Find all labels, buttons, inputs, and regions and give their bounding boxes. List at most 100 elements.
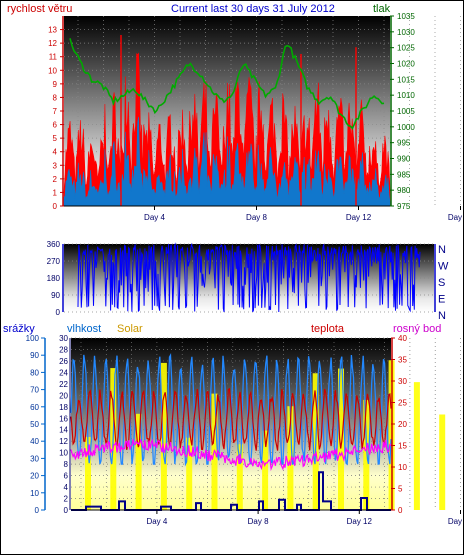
temperature-tick-label: 5 <box>398 485 403 494</box>
humidity-tick-label: 26 <box>59 357 68 366</box>
rain-tick-label: 50 <box>30 420 39 429</box>
rain-tick-label: 40 <box>30 437 39 446</box>
y2-tick-label: 1005 <box>397 107 415 116</box>
pressure-label: tlak <box>373 3 391 15</box>
rain-tick-label: 10 <box>30 489 39 498</box>
solar-bar <box>85 437 91 510</box>
solar-bar <box>236 444 243 510</box>
rain-tick-label: 0 <box>35 506 40 515</box>
humidity-tick-label: 12 <box>59 437 68 446</box>
rain-tick-label: 30 <box>30 454 39 463</box>
solar-bar <box>287 406 294 510</box>
y2-tick-label: 1025 <box>397 44 415 53</box>
y2-tick-label: 980 <box>397 186 411 195</box>
y-tick-label: 3 <box>53 161 58 170</box>
x-tick-label: Day 12 <box>346 213 372 222</box>
panel1-axes: 0123456789101112139759809859909951000100… <box>48 12 464 222</box>
y-tick-label: 90 <box>51 291 60 300</box>
pressure-series <box>69 38 385 130</box>
y2-tick-label: 1010 <box>397 91 415 100</box>
direction-label: E <box>438 294 445 306</box>
x-tick-label: Day 8 <box>246 213 267 222</box>
y-tick-label: 2 <box>53 175 58 184</box>
humidity-tick-label: 0 <box>64 506 69 515</box>
y-tick-label: 180 <box>47 274 61 283</box>
y2-tick-label: 1020 <box>397 60 415 69</box>
solar-label: Solar <box>117 323 143 335</box>
rain-label: srážky <box>3 323 35 335</box>
humidity-tick-label: 4 <box>64 483 69 492</box>
temperature-tick-label: 15 <box>398 442 407 451</box>
panel2-data <box>77 242 421 313</box>
temperature-tick-label: 25 <box>398 399 407 408</box>
rain-series <box>71 471 391 511</box>
wind-average-series <box>63 116 391 207</box>
humidity-tick-label: 30 <box>59 334 68 343</box>
rain-tick-label: 90 <box>30 351 39 360</box>
y2-tick-label: 1030 <box>397 28 415 37</box>
temperature-label: teplota <box>311 323 345 335</box>
humidity-tick-label: 10 <box>59 449 68 458</box>
x-tick-label: Day 12 <box>347 517 373 526</box>
x-tick-label: Day 16 <box>448 213 463 222</box>
chart-title: Current last 30 days 31 July 2012 <box>171 3 335 15</box>
direction-label: W <box>438 261 449 273</box>
temperature-tick-label: 20 <box>398 420 407 429</box>
panel1-data <box>63 35 391 207</box>
direction-label: N <box>438 310 446 322</box>
y-tick-label: 8 <box>53 93 58 102</box>
y-tick-label: 4 <box>53 148 58 157</box>
humidity-tick-label: 20 <box>59 391 68 400</box>
humidity-tick-label: 6 <box>64 472 69 481</box>
humidity-tick-label: 2 <box>64 495 69 504</box>
humidity-tick-label: 22 <box>59 380 68 389</box>
y-tick-label: 5 <box>53 134 58 143</box>
y-tick-label: 6 <box>53 121 58 130</box>
temperature-tick-label: 10 <box>398 463 407 472</box>
x-tick-label: Day 4 <box>144 213 165 222</box>
y-tick-label: 13 <box>48 26 57 35</box>
direction-label: S <box>438 277 445 289</box>
x-tick-label: Day 8 <box>248 517 269 526</box>
humidity-tick-label: 18 <box>59 403 68 412</box>
solar-bar <box>413 382 420 510</box>
y-tick-label: 10 <box>48 66 57 75</box>
rain-tick-label: 100 <box>26 334 40 343</box>
humidity-tick-label: 24 <box>59 368 68 377</box>
solar-bar <box>186 437 193 510</box>
y2-tick-label: 1000 <box>397 123 415 132</box>
humidity-tick-label: 28 <box>59 345 68 354</box>
solar-bar <box>363 399 370 510</box>
temperature-series <box>70 387 392 451</box>
y-tick-label: 360 <box>47 240 61 249</box>
dew-point-series <box>70 438 392 472</box>
y-tick-label: 270 <box>47 257 61 266</box>
y-tick-label: 0 <box>56 308 61 317</box>
y-tick-label: 0 <box>53 202 58 211</box>
wind-direction-series <box>77 242 421 313</box>
x-tick-label: Day 16 <box>448 517 463 526</box>
rain-tick-label: 70 <box>30 386 39 395</box>
dew-point-label: rosný bod <box>393 323 441 335</box>
x-tick-label: Day 4 <box>146 517 167 526</box>
y-tick-label: 11 <box>49 53 58 62</box>
y2-tick-label: 995 <box>397 139 411 148</box>
y-tick-label: 1 <box>53 188 58 197</box>
rain-tick-label: 60 <box>30 403 39 412</box>
humidity-label: vlhkost <box>67 323 101 335</box>
panel3-axes: 0102030405060708090100024681012141618202… <box>26 334 464 526</box>
direction-label: N <box>438 244 446 256</box>
solar-bar <box>160 362 167 510</box>
rain-tick-label: 80 <box>30 368 39 377</box>
solar-bar <box>135 413 142 510</box>
temperature-tick-label: 40 <box>398 334 407 343</box>
y2-tick-label: 985 <box>397 170 411 179</box>
solar-bar <box>338 368 344 510</box>
y-tick-label: 9 <box>53 80 58 89</box>
solar-bar <box>439 414 446 510</box>
temperature-tick-label: 30 <box>398 377 407 386</box>
y2-tick-label: 1035 <box>397 12 415 21</box>
